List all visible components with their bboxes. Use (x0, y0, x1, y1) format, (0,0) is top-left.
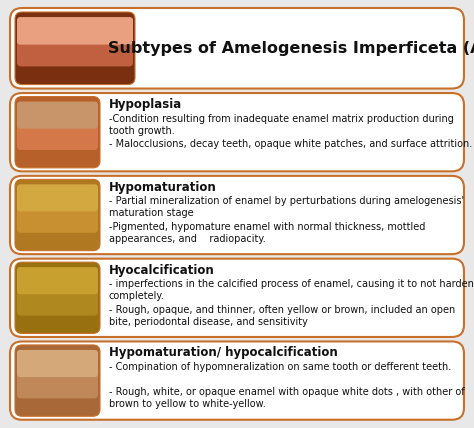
FancyBboxPatch shape (17, 184, 98, 211)
Text: Hyocalcification: Hyocalcification (109, 264, 215, 276)
Text: - Partial mineralization of enamel by perturbations during amelogenesis' maturat: - Partial mineralization of enamel by pe… (109, 196, 464, 218)
Text: Hypomaturation/ hypocalcification: Hypomaturation/ hypocalcification (109, 346, 338, 360)
FancyBboxPatch shape (10, 259, 464, 337)
Text: - imperfections in the calcified process of enamel, causing it to not harden com: - imperfections in the calcified process… (109, 279, 474, 301)
FancyBboxPatch shape (17, 366, 98, 398)
FancyBboxPatch shape (17, 34, 133, 66)
Text: - Rough, opaque, and thinner, often yellow or brown, included an open bite, peri: - Rough, opaque, and thinner, often yell… (109, 305, 455, 327)
FancyBboxPatch shape (10, 176, 464, 254)
Text: - Rough, white, or opaque enamel with opaque white dots , with other of brown to: - Rough, white, or opaque enamel with op… (109, 387, 465, 410)
FancyBboxPatch shape (17, 118, 98, 150)
Text: Hypoplasia: Hypoplasia (109, 98, 182, 111)
Text: -Condition resulting from inadequate enamel matrix production during tooth growt: -Condition resulting from inadequate ena… (109, 113, 454, 136)
Text: Hypomaturation: Hypomaturation (109, 181, 217, 194)
FancyBboxPatch shape (17, 17, 133, 45)
FancyBboxPatch shape (17, 101, 98, 129)
FancyBboxPatch shape (10, 342, 464, 420)
FancyBboxPatch shape (17, 283, 98, 315)
Text: Subtypes of Amelogenesis Imperficeta (AI): Subtypes of Amelogenesis Imperficeta (AI… (108, 41, 474, 56)
FancyBboxPatch shape (15, 179, 100, 251)
Text: - Malocclusions, decay teeth, opaque white patches, and surface attrition.: - Malocclusions, decay teeth, opaque whi… (109, 139, 472, 149)
Text: -Pigmented, hypomature enamel with normal thickness, mottled appearances, and   : -Pigmented, hypomature enamel with norma… (109, 222, 425, 244)
FancyBboxPatch shape (17, 350, 98, 377)
FancyBboxPatch shape (17, 267, 98, 294)
FancyBboxPatch shape (15, 12, 135, 85)
FancyBboxPatch shape (15, 262, 100, 333)
FancyBboxPatch shape (17, 201, 98, 233)
Text: - Compination of hypomneralization on same tooth or defferent teeth.: - Compination of hypomneralization on sa… (109, 362, 451, 372)
FancyBboxPatch shape (10, 93, 464, 171)
FancyBboxPatch shape (15, 345, 100, 416)
FancyBboxPatch shape (15, 97, 100, 168)
FancyBboxPatch shape (10, 8, 464, 89)
